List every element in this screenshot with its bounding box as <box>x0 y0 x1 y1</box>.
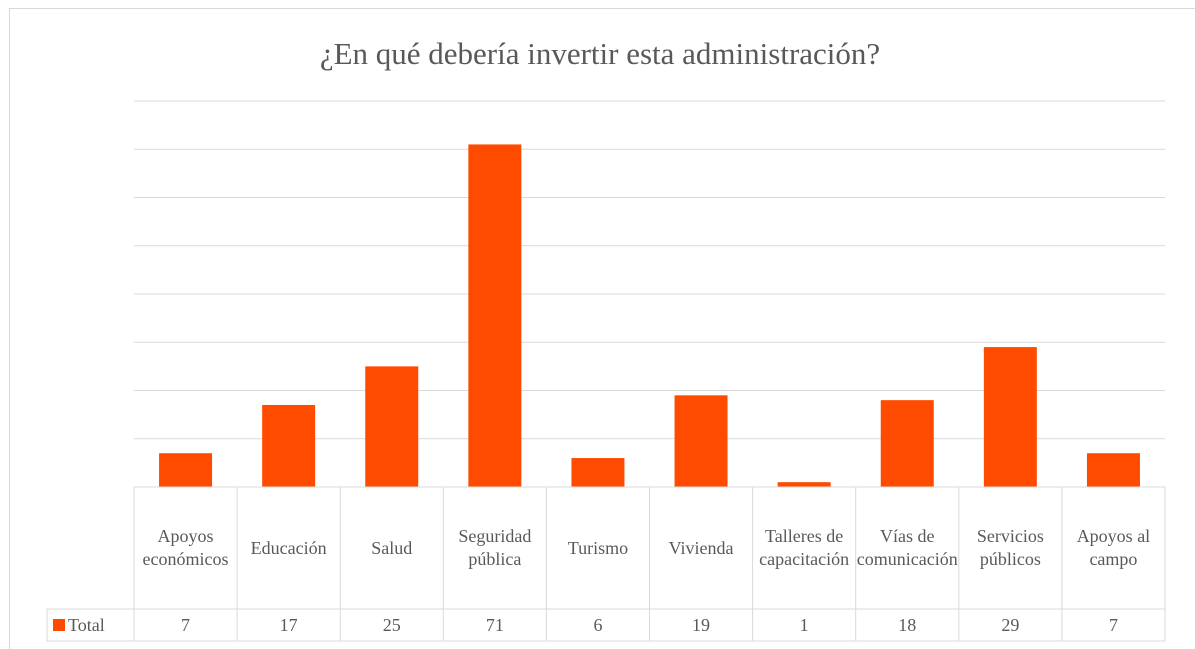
legend-key <box>53 619 65 631</box>
legend-label: Total <box>68 614 105 635</box>
bar <box>571 458 625 487</box>
chart-title: ¿En qué debería invertir esta administra… <box>320 36 880 71</box>
bar <box>1086 453 1140 487</box>
category-label: Apoyos económicos <box>142 526 229 569</box>
category-label: Vías de comunicación <box>856 526 958 569</box>
category-label: Talleres de capacitación <box>759 526 850 569</box>
category-label: Apoyos al campo <box>1076 526 1151 569</box>
category-label: Seguridad pública <box>458 526 532 569</box>
table-value: 71 <box>485 614 504 635</box>
table-value: 25 <box>382 614 401 635</box>
bar <box>674 395 728 487</box>
bar <box>262 404 316 487</box>
category-label: Turismo <box>567 537 629 558</box>
table-value: 7 <box>1108 614 1118 635</box>
table-value: 29 <box>1001 614 1020 635</box>
table-value: 6 <box>593 614 603 635</box>
bar <box>983 347 1037 487</box>
category-label: Servicios públicos <box>976 526 1044 569</box>
table-value: 1 <box>799 614 809 635</box>
table-value: 18 <box>898 614 917 635</box>
bar <box>777 482 831 487</box>
bar <box>159 453 213 487</box>
category-label: Vivienda <box>668 537 734 558</box>
chart-border <box>9 8 1195 649</box>
bar <box>880 400 934 487</box>
category-label: Educación <box>250 537 327 558</box>
bar <box>468 144 522 488</box>
table-value: 17 <box>279 614 298 635</box>
table-value: 7 <box>181 614 191 635</box>
table-value: 19 <box>692 614 711 635</box>
bar <box>365 366 419 487</box>
category-label: Salud <box>371 537 413 558</box>
